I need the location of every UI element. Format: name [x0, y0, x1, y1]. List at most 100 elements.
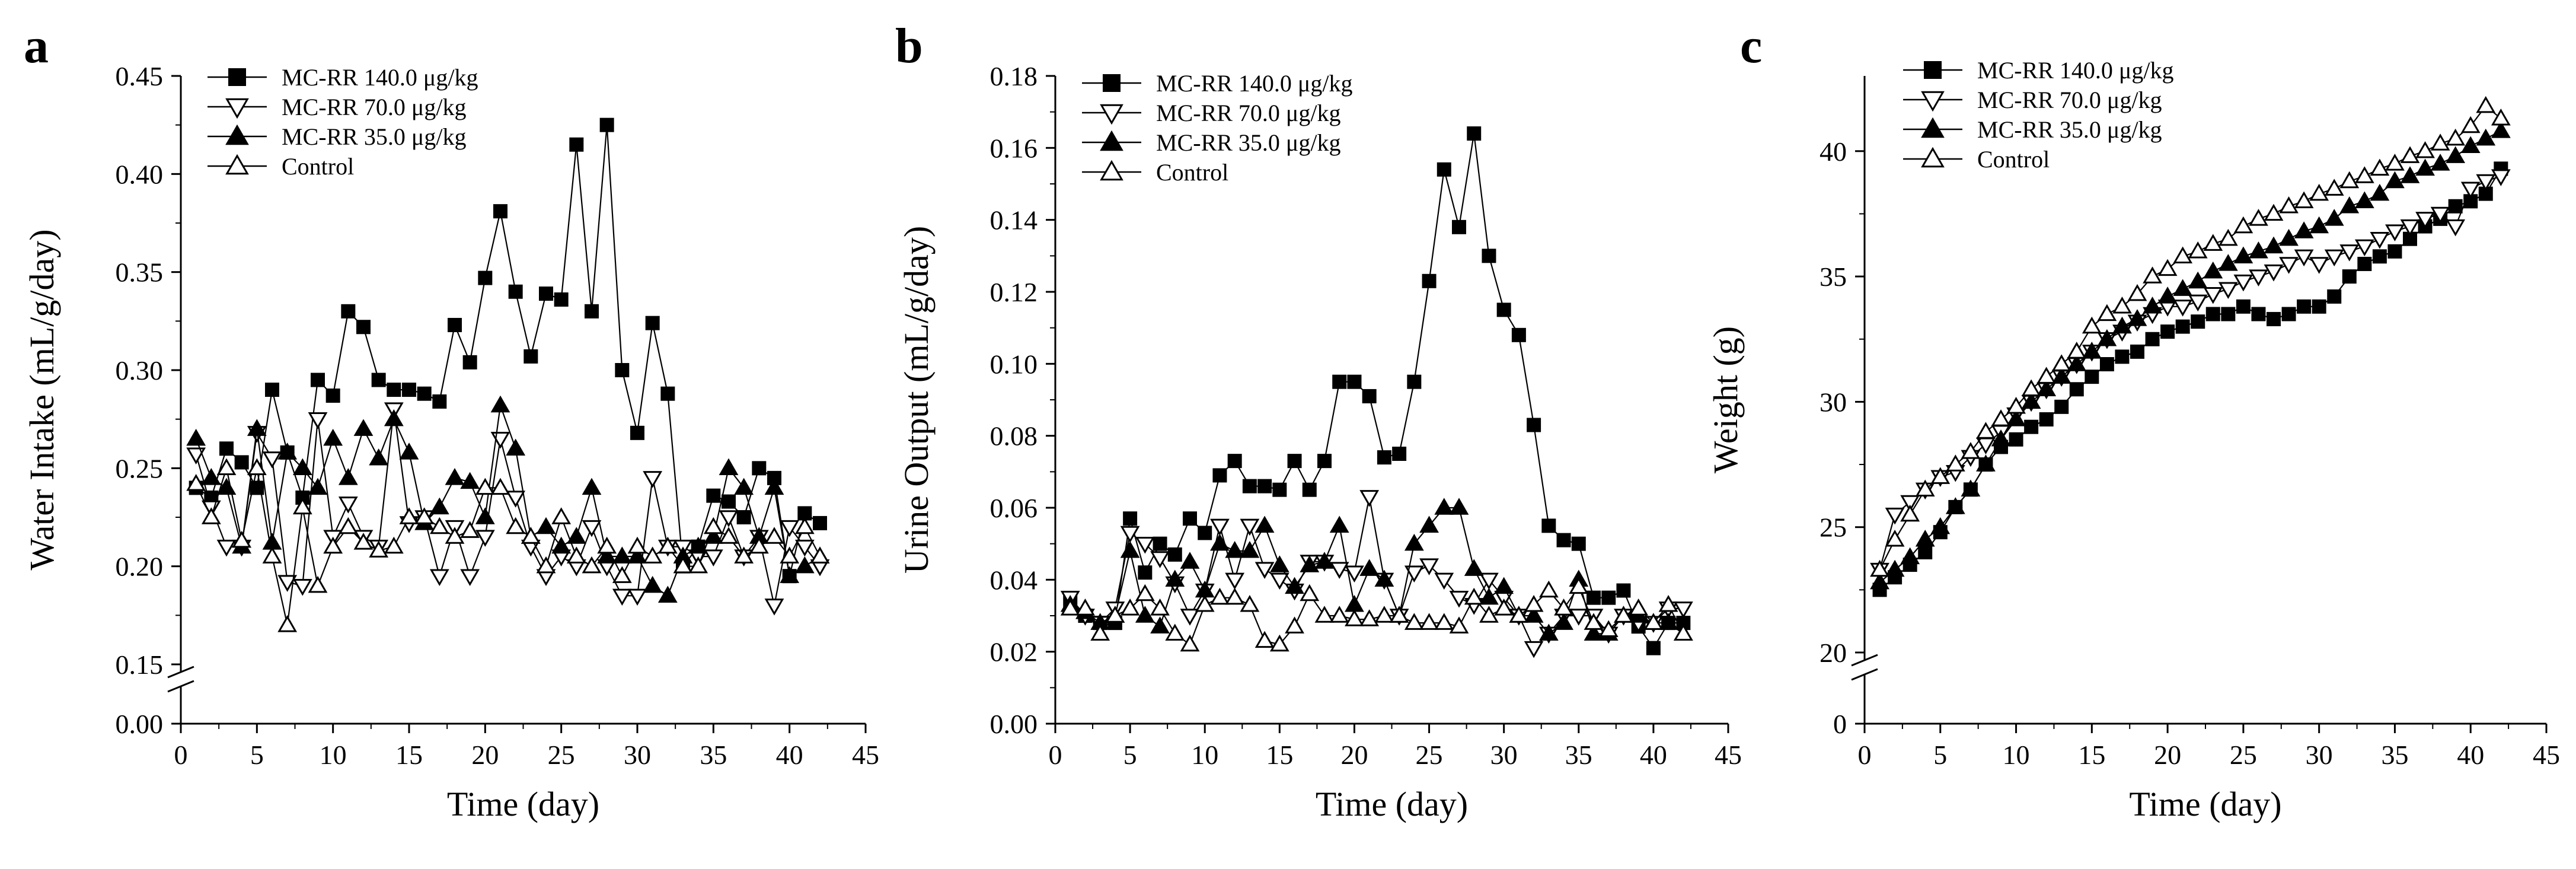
data-point	[1090, 623, 1110, 641]
data-point	[232, 530, 252, 548]
data-point	[1285, 616, 1304, 634]
data-point	[2157, 259, 2178, 276]
data-point	[627, 588, 647, 606]
data-point	[2024, 419, 2039, 434]
series-triangle-up	[1870, 121, 2511, 590]
x-tick-label: 20	[471, 740, 499, 770]
data-point	[1138, 565, 1153, 580]
data-point	[1255, 562, 1275, 579]
data-point	[2009, 432, 2023, 447]
legend-label: Control	[282, 153, 354, 180]
data-point	[1150, 599, 1170, 616]
data-point	[2312, 299, 2326, 314]
data-point	[1571, 536, 1586, 551]
data-point	[2339, 196, 2360, 214]
data-point	[536, 517, 556, 534]
data-point	[1165, 623, 1185, 641]
data-point	[186, 447, 206, 464]
data-point	[2387, 244, 2402, 259]
data-point	[1404, 565, 1424, 583]
data-point	[1183, 511, 1197, 526]
data-point	[1538, 580, 1559, 598]
data-point	[643, 546, 663, 564]
data-point	[1538, 623, 1559, 641]
data-point	[1180, 609, 1200, 626]
data-point	[277, 615, 298, 632]
x-tick-label: 0	[174, 740, 188, 770]
data-point	[399, 443, 419, 460]
data-point	[1930, 517, 1951, 534]
data-point	[2342, 269, 2357, 284]
data-point	[186, 428, 206, 446]
data-point	[338, 517, 358, 534]
data-point	[722, 494, 736, 509]
y-tick-label: 0.00	[116, 709, 164, 739]
data-point	[1212, 468, 1227, 483]
data-point	[585, 304, 599, 319]
data-point	[1225, 587, 1245, 605]
data-point	[719, 527, 739, 544]
data-point	[475, 507, 495, 524]
data-point	[1885, 530, 1905, 547]
data-point	[749, 536, 769, 554]
data-point	[551, 536, 572, 554]
data-point	[325, 388, 340, 403]
data-point	[2067, 354, 2087, 371]
data-point	[1269, 634, 1289, 652]
data-point	[1434, 613, 1454, 630]
data-point	[1300, 555, 1320, 572]
x-tick-label: 35	[1565, 740, 1592, 770]
data-point	[292, 458, 312, 476]
data-point	[2491, 169, 2511, 186]
data-point	[1374, 606, 1394, 623]
data-point	[216, 458, 237, 476]
legend-label: MC-RR 140.0 μg/kg	[282, 64, 478, 91]
legend: MC-RR 140.0 μg/kg MC-RR 70.0 μg/kg MC-RR 3…	[1903, 57, 2173, 173]
data-point	[338, 468, 358, 485]
data-point	[630, 425, 644, 440]
data-point	[353, 533, 374, 550]
x-tick-label: 20	[2154, 740, 2181, 770]
data-point	[384, 536, 404, 554]
data-point	[688, 556, 708, 574]
data-point	[448, 317, 462, 332]
data-point	[1915, 479, 1935, 497]
data-point	[387, 383, 401, 397]
data-point	[599, 117, 614, 132]
y-tick-label: 30	[1820, 387, 1847, 417]
data-point	[2097, 304, 2117, 322]
data-point	[353, 419, 374, 436]
data-point	[1434, 572, 1454, 590]
data-point	[1210, 533, 1230, 551]
data-point	[1945, 497, 1965, 514]
data-point	[1407, 374, 1422, 389]
data-point	[1976, 422, 1996, 439]
data-point	[2221, 307, 2236, 322]
data-point	[234, 455, 249, 470]
x-tick-label: 15	[1266, 740, 1293, 770]
data-point	[1961, 479, 1981, 497]
data-point	[308, 412, 328, 429]
data-point	[1225, 540, 1245, 558]
data-point	[2327, 289, 2342, 304]
data-point	[2460, 182, 2481, 199]
data-point	[1198, 526, 1212, 540]
data-point	[1961, 442, 1981, 459]
x-axis-label: Time (day)	[2129, 785, 2281, 823]
legend-label: MC-RR 140.0 μg/kg	[1977, 57, 2173, 84]
data-point	[2082, 316, 2102, 334]
data-point	[1449, 616, 1469, 634]
data-point	[462, 355, 477, 370]
data-point	[1329, 515, 1349, 533]
data-point	[292, 579, 312, 596]
legend: MC-RR 140.0 μg/kg MC-RR 70.0 μg/kg MC-RR 3…	[208, 64, 478, 180]
data-point	[2115, 349, 2130, 364]
data-point	[1452, 219, 1466, 234]
data-point	[1195, 594, 1215, 612]
data-point	[247, 419, 267, 436]
data-point	[2324, 179, 2344, 196]
y-tick-label: 0	[1833, 709, 1847, 739]
data-point	[2112, 316, 2132, 334]
data-point	[2354, 239, 2374, 257]
data-point	[1060, 599, 1080, 616]
